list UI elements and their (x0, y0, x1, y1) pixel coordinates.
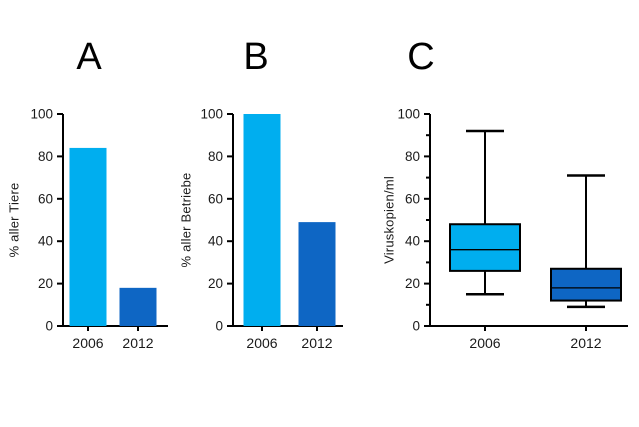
panel-a-x-tick-label-2006: 2006 (72, 335, 103, 351)
panel-b-y-tick-label-40: 40 (208, 234, 223, 249)
panel-c-y-tick-label-100: 100 (397, 107, 420, 122)
panel-b-x-tick-label-2006: 2006 (246, 335, 277, 351)
panel-b-x-tick-label-2012: 2012 (301, 335, 332, 351)
panel-c-y-tick-label-40: 40 (405, 234, 420, 249)
panel-a-title: A (76, 36, 102, 78)
panel-c-y-tick-label-0: 0 (412, 319, 420, 334)
panel-c-y-tick-label-80: 80 (405, 149, 420, 164)
panel-b-bar-2006 (243, 114, 281, 326)
panel-c-y-tick-label-60: 60 (405, 191, 420, 206)
panel-a-x-tick-label-2012: 2012 (122, 335, 153, 351)
panel-b-y-tick-label-20: 20 (208, 276, 223, 291)
panel-c-box-2012 (550, 267, 622, 302)
panel-a-y-tick-label-100: 100 (30, 107, 53, 122)
panel-c-x-tick-label-2006: 2006 (469, 335, 500, 351)
panel-b-y-tick-label-80: 80 (208, 149, 223, 164)
panel-b-y-tick-label-0: 0 (215, 319, 223, 334)
panel-c-title: C (407, 36, 435, 78)
panel-a-bar-2006 (69, 147, 107, 326)
panel-c-x-tick-label-2012: 2012 (570, 335, 601, 351)
panel-a-y-tick-label-60: 60 (38, 191, 53, 206)
panel-b-title: B (243, 36, 269, 78)
panel-c-y-tick-label-20: 20 (405, 276, 420, 291)
panel-b-y-tick-label-60: 60 (208, 191, 223, 206)
panel-b-y-tick-label-100: 100 (200, 107, 223, 122)
panel-a-y-tick-label-80: 80 (38, 149, 53, 164)
panel-a-y-tick-label-40: 40 (38, 234, 53, 249)
panel-a-y-tick-label-0: 0 (45, 319, 53, 334)
panel-b-bar-2012 (298, 222, 336, 326)
panel-a-y-tick-label-20: 20 (38, 276, 53, 291)
panel-a-bar-2012 (119, 287, 157, 326)
panel-c-box-2006 (449, 223, 521, 272)
